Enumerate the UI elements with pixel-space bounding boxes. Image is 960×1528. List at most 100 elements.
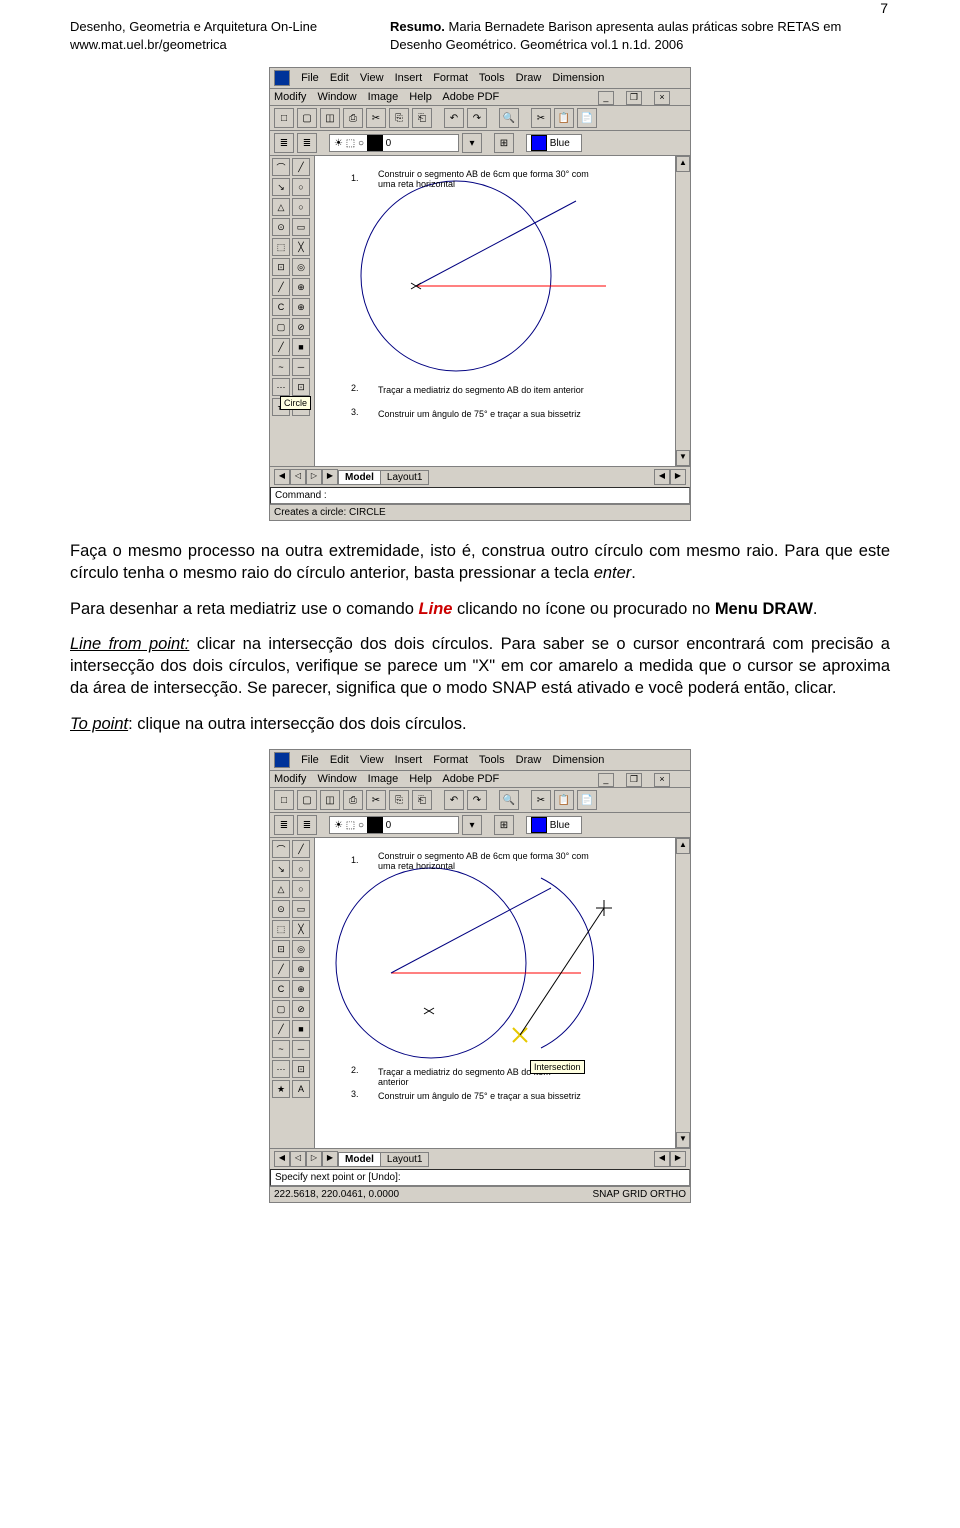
tool-donut-icon[interactable]: ⊙ bbox=[272, 218, 290, 236]
t2-hatch-icon[interactable]: ╳ bbox=[292, 920, 310, 938]
menu2-format[interactable]: Format bbox=[433, 754, 468, 766]
tool-spline-icon[interactable]: ~ bbox=[272, 358, 290, 376]
menu2-tools[interactable]: Tools bbox=[479, 754, 505, 766]
drawing-canvas[interactable]: 1. Construir o segmento AB de 6cm que fo… bbox=[315, 156, 675, 466]
tab2-nav-last-icon[interactable]: ▶ bbox=[322, 1151, 338, 1167]
tb2-print-icon[interactable]: ⎙ bbox=[343, 790, 363, 810]
tool-rect-icon[interactable]: ▭ bbox=[292, 218, 310, 236]
window2-minimize-button[interactable]: _ bbox=[598, 773, 614, 787]
toolbar-new-icon[interactable]: □ bbox=[274, 108, 294, 128]
tool-scale-icon[interactable]: ▢ bbox=[272, 318, 290, 336]
menu2-modify[interactable]: Modify bbox=[274, 773, 306, 785]
tab-nav-first-icon[interactable]: ◀ bbox=[274, 469, 290, 485]
layer-tool-icon[interactable]: ⊞ bbox=[494, 133, 514, 153]
scroll2-down-icon[interactable]: ▼ bbox=[676, 1132, 690, 1148]
tool-copy-icon[interactable]: C bbox=[272, 298, 290, 316]
hscroll2-left-icon[interactable]: ◀ bbox=[654, 1151, 670, 1167]
tool-array-icon[interactable]: ⬚ bbox=[272, 238, 290, 256]
menu-adobe-pdf[interactable]: Adobe PDF bbox=[442, 91, 499, 103]
scroll-up-icon[interactable]: ▲ bbox=[676, 156, 690, 172]
t2-spline-icon[interactable]: ~ bbox=[272, 1040, 290, 1058]
menu2-help[interactable]: Help bbox=[409, 773, 432, 785]
menu2-window[interactable]: Window bbox=[317, 773, 356, 785]
layer-dropdown-icon[interactable]: ▾ bbox=[462, 133, 482, 153]
t2-donut-icon[interactable]: ⊙ bbox=[272, 900, 290, 918]
tab-nav-next-icon[interactable]: ▷ bbox=[306, 469, 322, 485]
tool-mirror-icon[interactable]: ⊘ bbox=[292, 318, 310, 336]
toolbar-cut-icon[interactable]: ✂ bbox=[366, 108, 386, 128]
vertical-scrollbar-2[interactable]: ▲ ▼ bbox=[675, 838, 690, 1148]
tab2-nav-first-icon[interactable]: ◀ bbox=[274, 1151, 290, 1167]
t2-array-icon[interactable]: ⬚ bbox=[272, 920, 290, 938]
hscroll-right-icon[interactable]: ▶ bbox=[670, 469, 686, 485]
t2-rect-icon[interactable]: ▭ bbox=[292, 900, 310, 918]
t2-circle-icon[interactable]: ○ bbox=[292, 880, 310, 898]
tool-polygon-icon[interactable]: △ bbox=[272, 198, 290, 216]
menu2-dimension[interactable]: Dimension bbox=[552, 754, 604, 766]
tool-ellipse-icon[interactable]: ◎ bbox=[292, 258, 310, 276]
vertical-scrollbar[interactable]: ▲ ▼ bbox=[675, 156, 690, 466]
tool-move-icon[interactable]: ⊕ bbox=[292, 278, 310, 296]
window-close-button[interactable]: × bbox=[654, 91, 670, 105]
scroll2-up-icon[interactable]: ▲ bbox=[676, 838, 690, 854]
tool-trim-icon[interactable]: ╱ bbox=[272, 338, 290, 356]
t2-scale-icon[interactable]: ▢ bbox=[272, 1000, 290, 1018]
toolbar-zoom-icon[interactable]: 🔍 bbox=[499, 108, 519, 128]
toolbar-redo-icon[interactable]: ↷ bbox=[467, 108, 487, 128]
tool-break-icon[interactable]: ─ bbox=[292, 358, 310, 376]
tool-arc-icon[interactable]: ╱ bbox=[272, 278, 290, 296]
window-minimize-button[interactable]: _ bbox=[598, 91, 614, 105]
menu-insert[interactable]: Insert bbox=[395, 72, 423, 84]
t2-xline-icon[interactable]: ╱ bbox=[292, 840, 310, 858]
window2-restore-button[interactable]: ❐ bbox=[626, 773, 642, 787]
toolbar-doc-icon[interactable]: 📄 bbox=[577, 108, 597, 128]
tb2-paste-icon[interactable]: ⎗ bbox=[412, 790, 432, 810]
tool-block-icon[interactable]: ⊡ bbox=[292, 378, 310, 396]
layer-btn1-icon[interactable]: ≣ bbox=[274, 133, 294, 153]
tb2-open-icon[interactable]: ▢ bbox=[297, 790, 317, 810]
toolbar-clip-icon[interactable]: 📋 bbox=[554, 108, 574, 128]
menu2-insert[interactable]: Insert bbox=[395, 754, 423, 766]
t2-extend-icon[interactable]: ■ bbox=[292, 1020, 310, 1038]
t2-block-icon[interactable]: ⊡ bbox=[292, 1060, 310, 1078]
menu-modify[interactable]: Modify bbox=[274, 91, 306, 103]
t2-break-icon[interactable]: ─ bbox=[292, 1040, 310, 1058]
tool-ray-icon[interactable]: ↘ bbox=[272, 178, 290, 196]
toolbar-undo-icon[interactable]: ↶ bbox=[444, 108, 464, 128]
tb2-doc-icon[interactable]: 📄 bbox=[577, 790, 597, 810]
tool-line-icon[interactable]: ⌒ bbox=[272, 158, 290, 176]
t2-rotate-icon[interactable]: ⊕ bbox=[292, 980, 310, 998]
window2-close-button[interactable]: × bbox=[654, 773, 670, 787]
t2-copy-icon[interactable]: C bbox=[272, 980, 290, 998]
command-line-2[interactable]: Specify next point or [Undo]: bbox=[270, 1169, 690, 1186]
scroll-down-icon[interactable]: ▼ bbox=[676, 450, 690, 466]
t2-star-icon[interactable]: ★ bbox=[272, 1080, 290, 1098]
t2-move-icon[interactable]: ⊕ bbox=[292, 960, 310, 978]
t2-mirror-icon[interactable]: ⊘ bbox=[292, 1000, 310, 1018]
tb2-save-icon[interactable]: ◫ bbox=[320, 790, 340, 810]
menu-format[interactable]: Format bbox=[433, 72, 468, 84]
toolbar-cut2-icon[interactable]: ✂ bbox=[531, 108, 551, 128]
hscroll-left-icon[interactable]: ◀ bbox=[654, 469, 670, 485]
menu2-view[interactable]: View bbox=[360, 754, 384, 766]
drawing-canvas-2[interactable]: 1. Construir o segmento AB de 6cm que fo… bbox=[315, 838, 675, 1148]
tb2-undo-icon[interactable]: ↶ bbox=[444, 790, 464, 810]
menu2-edit[interactable]: Edit bbox=[330, 754, 349, 766]
menu-help[interactable]: Help bbox=[409, 91, 432, 103]
command-line[interactable]: Command : bbox=[270, 487, 690, 504]
tb2-clip-icon[interactable]: 📋 bbox=[554, 790, 574, 810]
t2-ray-icon[interactable]: ↘ bbox=[272, 860, 290, 878]
window-restore-button[interactable]: ❐ bbox=[626, 91, 642, 105]
layer2-btn1-icon[interactable]: ≣ bbox=[274, 815, 294, 835]
toolbar-open-icon[interactable]: ▢ bbox=[297, 108, 317, 128]
menu2-adobe-pdf[interactable]: Adobe PDF bbox=[442, 773, 499, 785]
t2-region-icon[interactable]: ⊡ bbox=[272, 940, 290, 958]
t2-pline-icon[interactable]: ○ bbox=[292, 860, 310, 878]
tab2-nav-prev-icon[interactable]: ◁ bbox=[290, 1151, 306, 1167]
menu-draw[interactable]: Draw bbox=[516, 72, 542, 84]
layer2-tool-icon[interactable]: ⊞ bbox=[494, 815, 514, 835]
t2-line-icon[interactable]: ⌒ bbox=[272, 840, 290, 858]
toolbar-paste-icon[interactable]: ⎗ bbox=[412, 108, 432, 128]
menu2-image[interactable]: Image bbox=[368, 773, 399, 785]
menu-edit[interactable]: Edit bbox=[330, 72, 349, 84]
